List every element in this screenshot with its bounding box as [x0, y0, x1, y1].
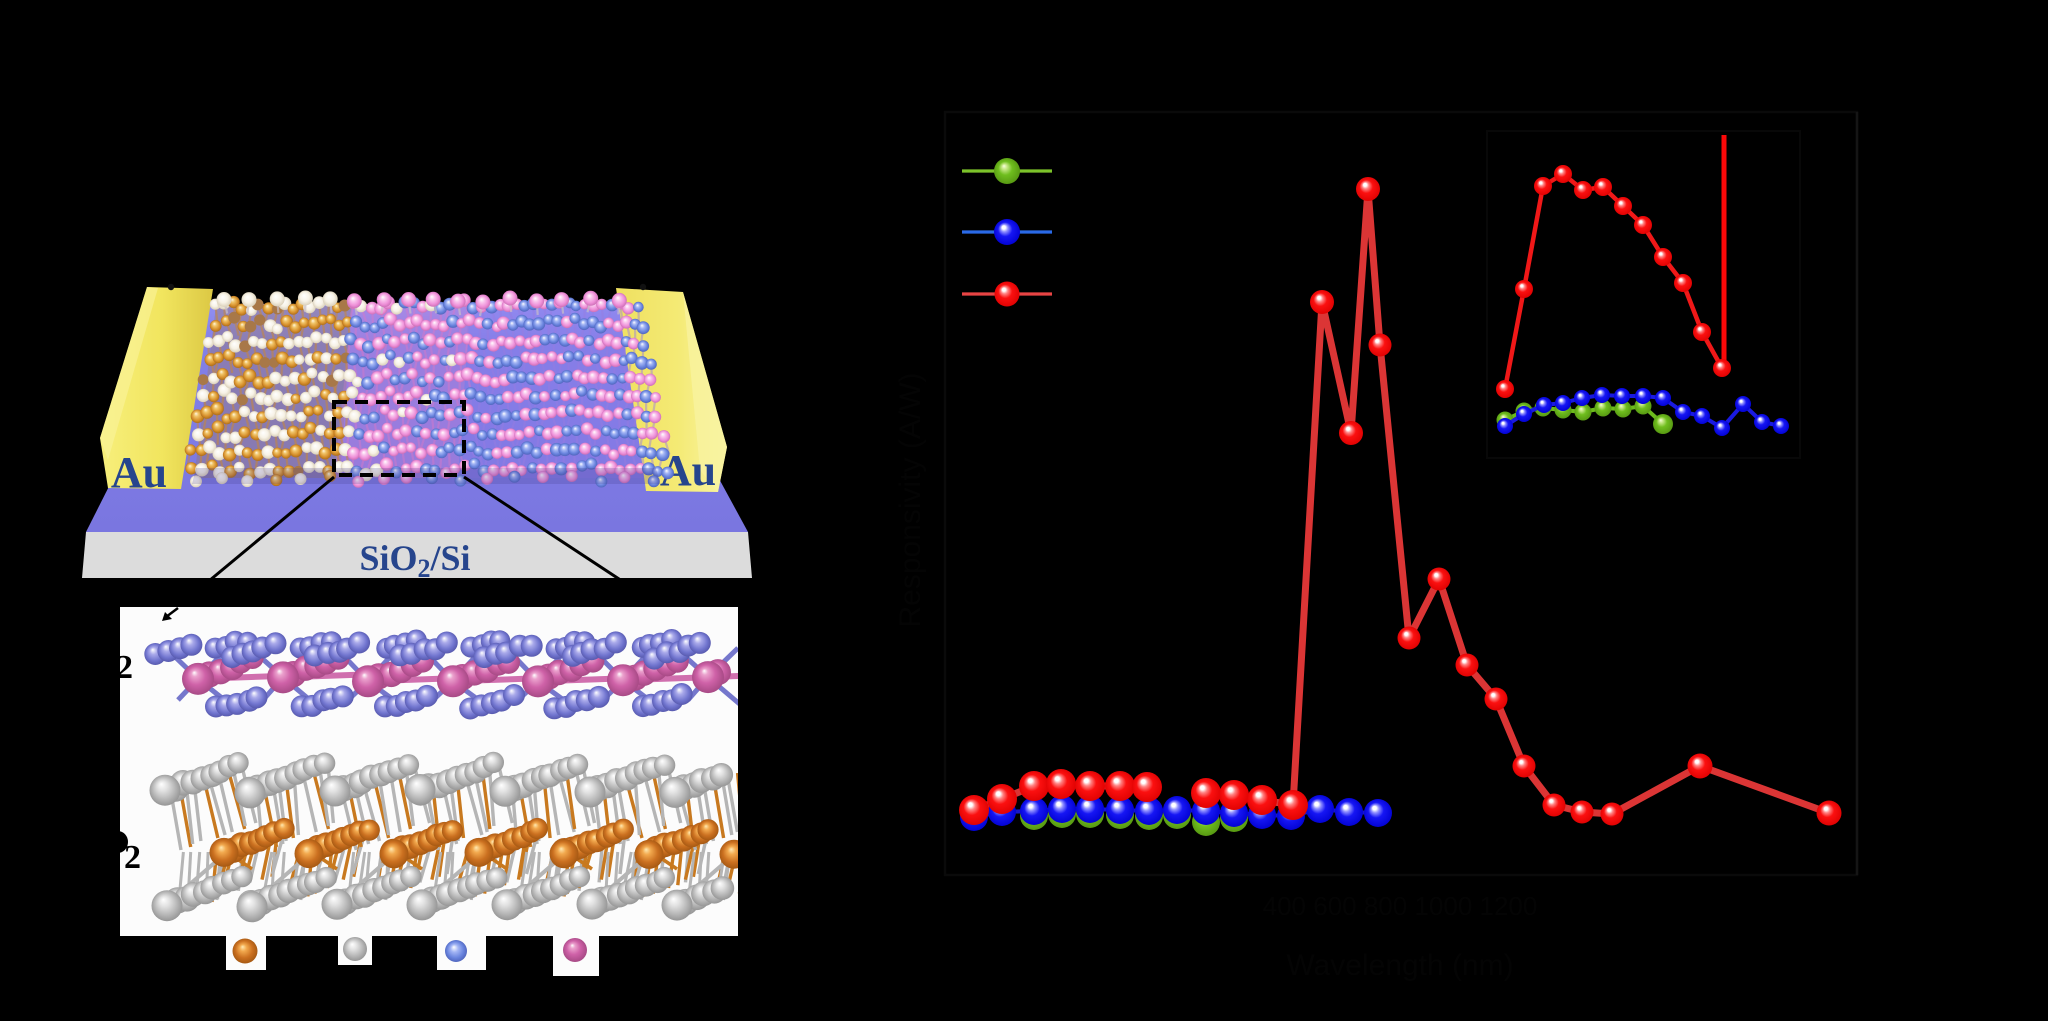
- svg-text:Wavelength (nm): Wavelength (nm): [1286, 949, 1513, 982]
- svg-text:SiO2/Si: SiO2/Si: [359, 538, 470, 583]
- svg-text:Responsivity (A/W): Responsivity (A/W): [894, 372, 927, 627]
- svg-text:400 600 800 1000 1200: 400 600 800 1000 1200: [1263, 891, 1538, 921]
- svg-text:Au: Au: [111, 448, 167, 497]
- svg-text:2: 2: [124, 839, 141, 876]
- svg-text:2: 2: [116, 649, 133, 686]
